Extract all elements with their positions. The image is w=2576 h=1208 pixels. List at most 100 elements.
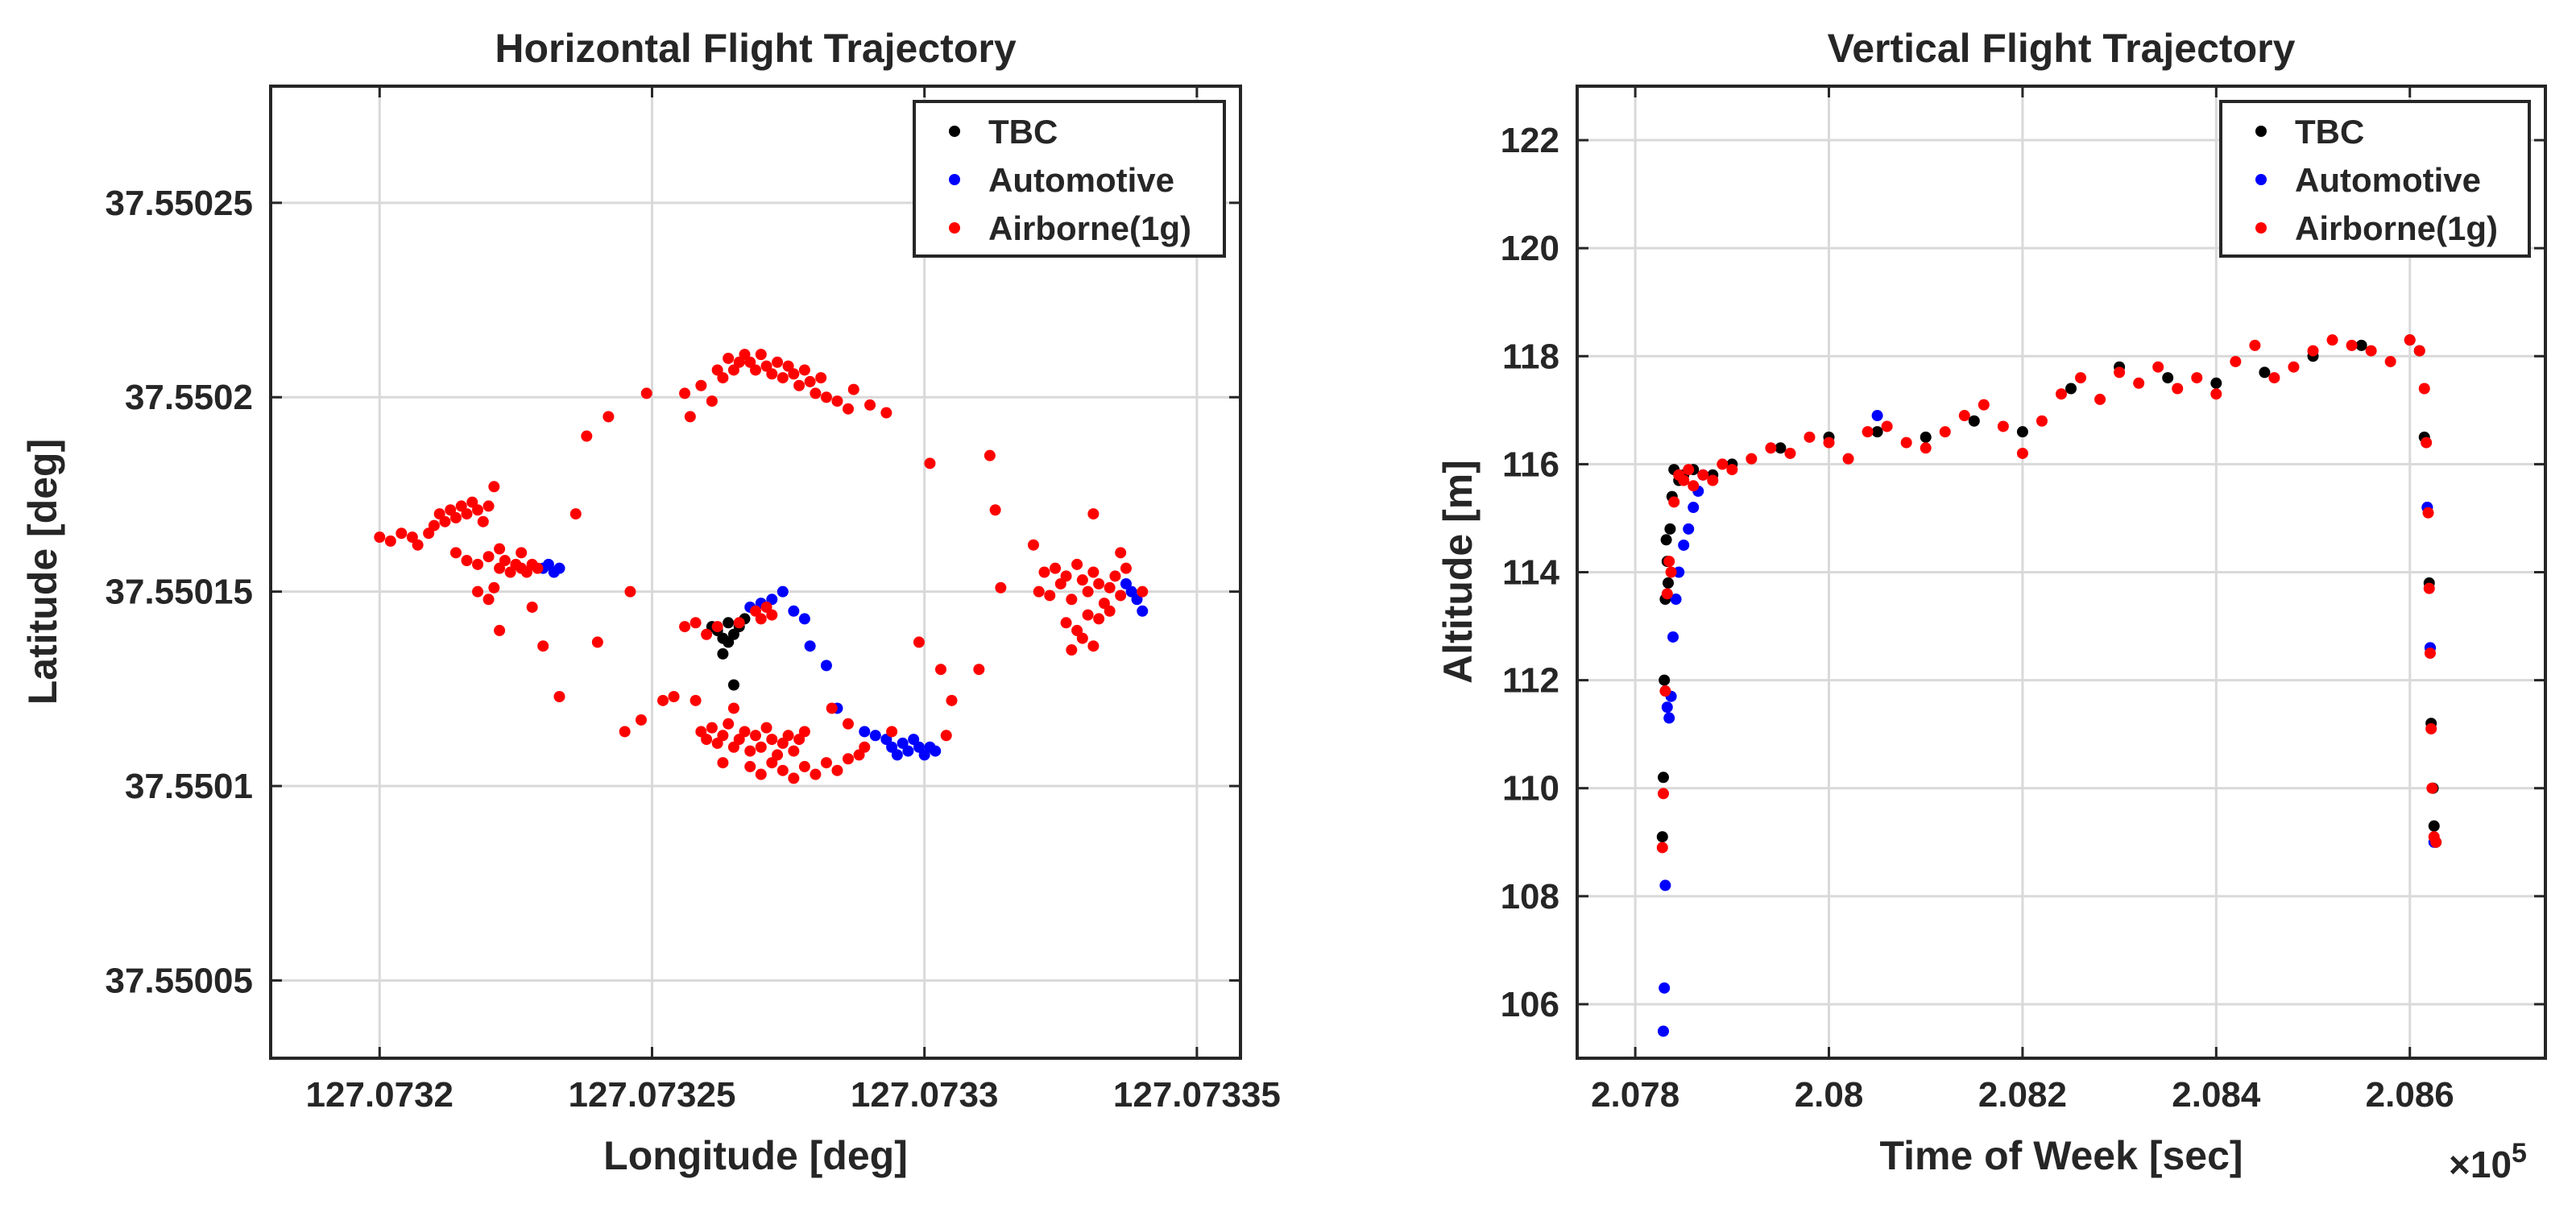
data-point [1060,570,1072,582]
data-point [984,449,996,461]
data-point [766,757,778,769]
data-point [902,745,914,757]
data-point [1659,982,1671,994]
legend-marker-tbc [949,126,960,137]
data-point [930,745,942,757]
data-point [788,368,800,380]
data-point [1804,431,1816,443]
data-point [1060,617,1072,629]
x-axis-exponent-power: 5 [2512,1138,2527,1169]
data-point [760,722,772,734]
legend-marker-tbc [2255,126,2267,137]
legend-label-tbc: TBC [988,113,1058,151]
data-point [2404,334,2416,346]
data-point [2191,372,2203,384]
data-point [777,372,789,384]
x-axis-exponent-base: ×10 [2449,1144,2512,1185]
data-point [723,352,735,364]
data-point [1920,431,1932,443]
data-point [2075,372,2087,384]
data-point [2259,366,2271,379]
data-point [2384,355,2396,367]
data-point [2016,447,2028,459]
data-point [798,726,810,738]
data-point [717,757,729,769]
data-point [1881,420,1893,432]
data-point [820,391,832,403]
legend-frame [913,100,1226,258]
data-point [2249,339,2261,351]
x-tick-label: 2.084 [2172,1075,2261,1115]
x-tick-label: 127.07335 [1113,1075,1281,1115]
data-point [946,694,958,706]
data-point [723,617,735,629]
data-point [1027,539,1039,551]
y-tick-label: 118 [1502,337,1559,376]
data-point [1656,842,1668,854]
data-point [1087,640,1100,652]
data-point [723,636,735,648]
data-point [744,745,756,757]
data-point [859,726,871,738]
data-point [553,562,565,574]
data-point [755,741,767,753]
data-point [973,664,985,676]
data-point [449,511,462,523]
vertical-trajectory-chart: 2.078 2.08 2.082 2.084 2.086 106 108 110 112 114 1… [1435,26,2547,1185]
data-point [798,760,810,772]
data-point [831,395,843,407]
data-point [553,690,565,702]
data-point [831,764,843,776]
data-point [1667,631,1679,643]
data-point [1661,701,1673,714]
data-point [449,547,462,559]
data-point [1784,447,1796,459]
data-point [1862,426,1874,438]
data-point [1823,436,1835,449]
data-point [591,636,603,648]
data-point [1656,831,1668,843]
y-tick-label: 108 [1501,877,1559,916]
data-point [1115,590,1127,602]
x-tick-label: 2.078 [1591,1075,1679,1115]
data-point [1661,588,1673,600]
data-point [2065,383,2077,395]
series-layer [1656,334,2442,1037]
legend-marker-automotive [2255,174,2267,185]
data-point [1087,566,1100,578]
legend-marker-automotive [949,174,960,185]
data-point [804,640,816,652]
data-point [1076,574,1088,586]
data-point [581,430,593,442]
ticks-group: 127.0732 127.07325 127.0733 127.07335 37.550… [105,86,1281,1115]
data-point [798,613,810,625]
data-point [2418,383,2430,395]
data-point [2288,361,2300,373]
data-point [1093,577,1105,590]
data-point [516,547,528,559]
x-tick-label: 2.086 [2366,1075,2454,1115]
data-point [1071,558,1083,570]
data-point [755,349,767,361]
data-point [1109,570,1121,582]
data-point [1688,502,1700,514]
data-point [788,745,800,757]
data-point [526,601,538,613]
data-point [1958,410,1970,422]
data-point [2425,722,2437,734]
data-point [782,730,794,742]
data-point [1093,613,1105,625]
data-point [1663,556,1675,568]
data-point [810,387,822,399]
data-point [472,504,484,516]
data-point [472,558,484,570]
data-point [2016,426,2028,438]
series-airborne-1g- [1656,334,2442,854]
data-point [1978,399,1990,411]
data-point [1033,585,1045,598]
x-tick-label: 127.0733 [851,1075,999,1115]
data-point [1082,609,1094,621]
legend-label-tbc: TBC [2295,113,2364,151]
chart-title: Vertical Flight Trajectory [1828,26,2296,71]
